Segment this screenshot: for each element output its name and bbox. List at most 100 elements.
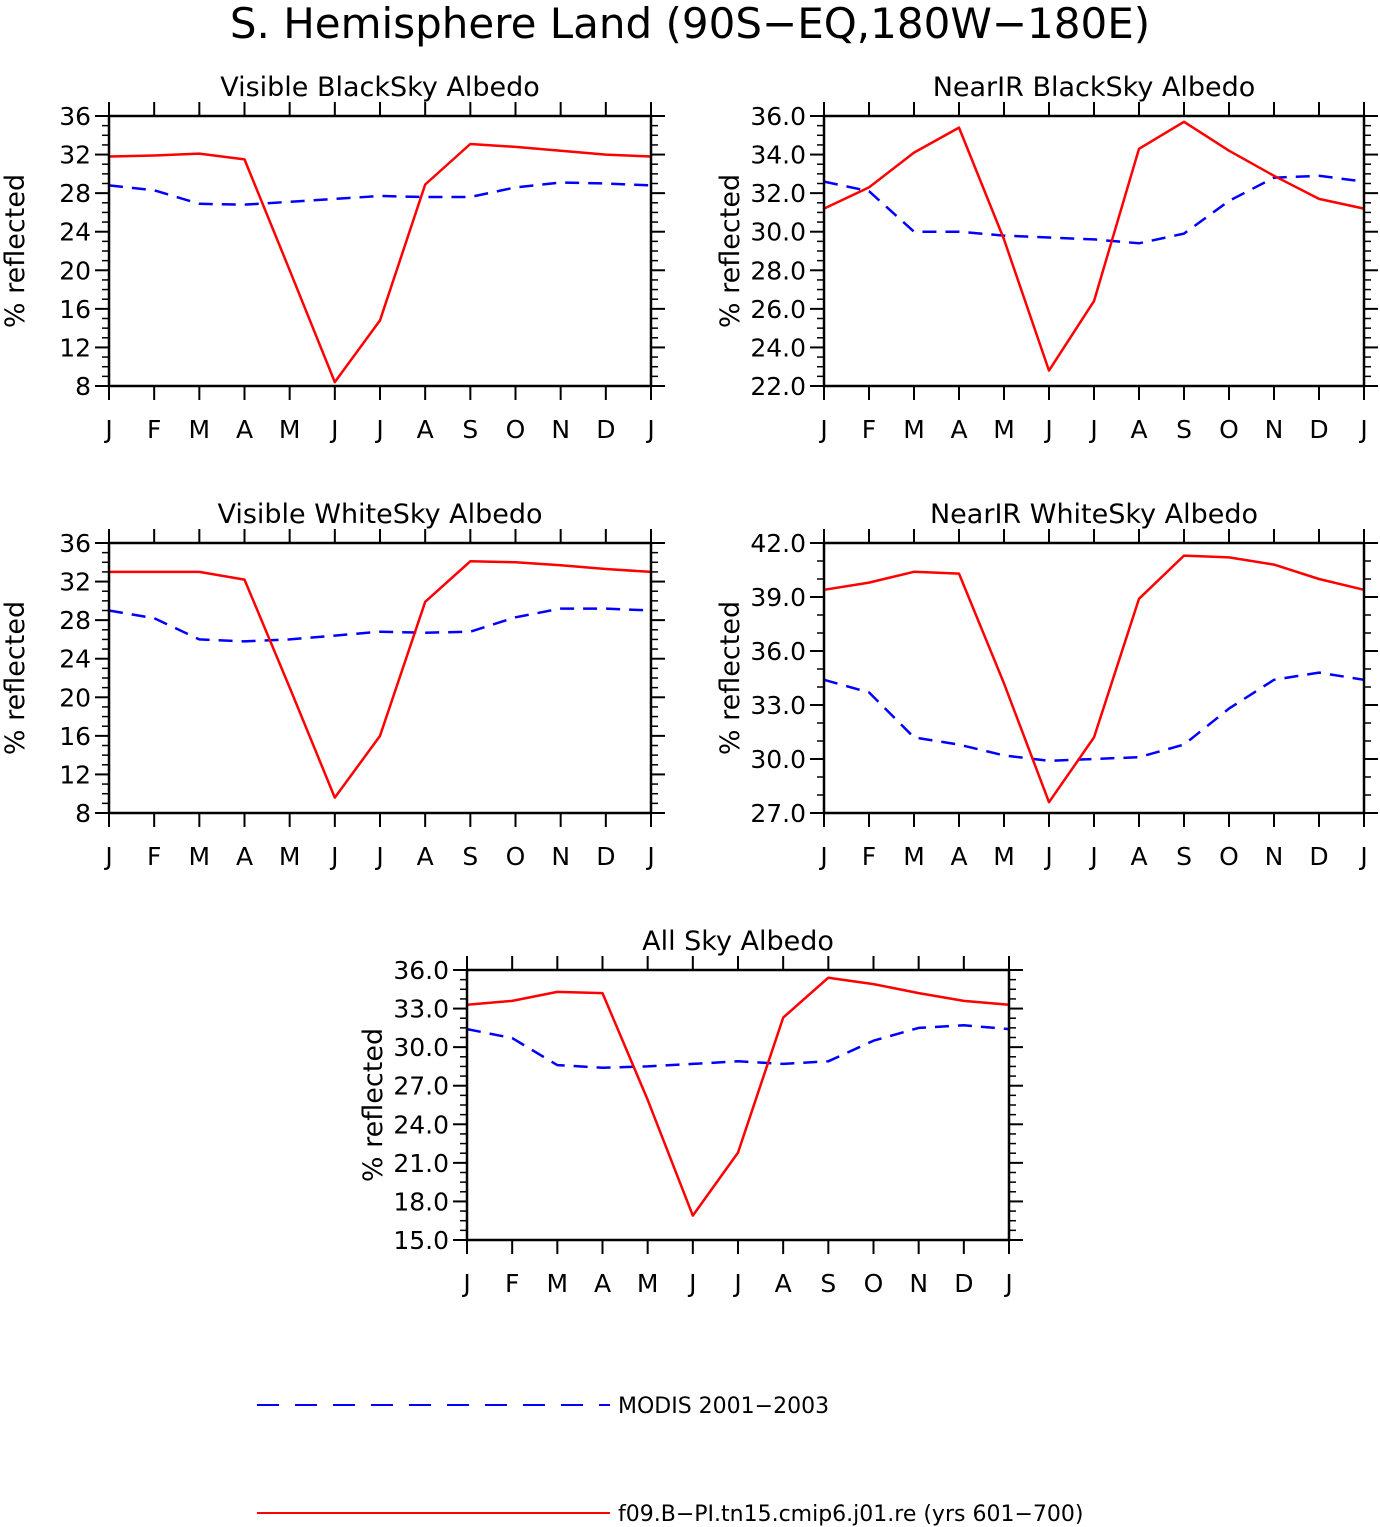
x-tick-label: O: [506, 415, 526, 444]
figure-title: S. Hemisphere Land (90S−EQ,180W−180E): [230, 0, 1150, 48]
x-tick-label: F: [505, 1269, 519, 1298]
x-tick-label: N: [1265, 842, 1284, 871]
x-tick-label: J: [1358, 415, 1367, 444]
x-tick-label: O: [1219, 415, 1239, 444]
y-tick-label: 27.0: [750, 799, 806, 828]
y-tick-label: 26.0: [750, 295, 806, 324]
x-tick-label: F: [862, 842, 876, 871]
y-tick-label: 33.0: [750, 691, 806, 720]
x-tick-label: S: [1176, 842, 1192, 871]
x-tick-label: A: [1130, 842, 1147, 871]
chart-title: All Sky Albedo: [642, 926, 834, 957]
legend-label-modis: MODIS 2001−2003: [618, 1394, 829, 1419]
x-tick-label: J: [374, 415, 383, 444]
x-tick-label: J: [645, 842, 654, 871]
series-line-modis: [108, 181, 652, 206]
x-tick-label: A: [594, 1269, 611, 1298]
y-tick-label: 30.0: [750, 218, 806, 247]
x-tick-label: F: [862, 415, 876, 444]
chart-title: NearIR BlackSky Albedo: [933, 72, 1256, 103]
y-tick-label: 24.0: [393, 1110, 449, 1139]
x-tick-label: M: [903, 415, 925, 444]
x-tick-label: M: [993, 842, 1015, 871]
chart-title: NearIR WhiteSky Albedo: [930, 499, 1258, 530]
y-tick-label: 34.0: [750, 141, 806, 170]
x-tick-label: D: [596, 842, 615, 871]
y-tick-label: 30.0: [750, 745, 806, 774]
y-tick-label: 12: [59, 760, 91, 789]
y-tick-label: 36: [59, 529, 91, 558]
y-tick-label: 22.0: [750, 372, 806, 401]
series-line-model: [823, 120, 1365, 372]
plot-frame: [822, 114, 1366, 388]
x-tick-label: A: [417, 842, 434, 871]
series-line-modis: [466, 1024, 1010, 1069]
x-tick-label: D: [596, 415, 615, 444]
y-tick-label: 36.0: [750, 637, 806, 666]
y-tick-label: 30.0: [393, 1033, 449, 1062]
x-tick-label: J: [329, 415, 338, 444]
x-tick-label: J: [818, 842, 827, 871]
x-tick-label: O: [506, 842, 526, 871]
y-tick-label: 27.0: [393, 1072, 449, 1101]
x-tick-label: A: [1130, 415, 1147, 444]
x-tick-label: N: [909, 1269, 928, 1298]
y-tick-label: 8: [75, 799, 91, 828]
y-axis-label: % reflected: [358, 1028, 389, 1182]
x-tick-label: J: [1358, 842, 1367, 871]
x-tick-label: M: [189, 842, 211, 871]
x-tick-label: J: [329, 842, 338, 871]
x-tick-label: A: [417, 415, 434, 444]
x-tick-label: J: [818, 415, 827, 444]
series-line-modis: [823, 174, 1365, 245]
x-tick-label: M: [993, 415, 1015, 444]
y-tick-label: 24.0: [750, 333, 806, 362]
x-tick-label: A: [236, 842, 253, 871]
y-tick-label: 28: [59, 179, 91, 208]
x-tick-label: A: [950, 415, 967, 444]
y-tick-label: 36: [59, 102, 91, 131]
x-tick-label: S: [462, 842, 478, 871]
y-tick-label: 21.0: [393, 1149, 449, 1178]
x-tick-label: J: [461, 1269, 470, 1298]
y-tick-label: 32: [59, 568, 91, 597]
x-tick-label: N: [551, 415, 570, 444]
x-tick-label: M: [279, 415, 301, 444]
x-tick-label: M: [547, 1269, 569, 1298]
x-tick-label: D: [1309, 842, 1328, 871]
y-tick-label: 18.0: [393, 1187, 449, 1216]
plot-frame: [107, 114, 653, 388]
y-tick-label: 28: [59, 606, 91, 635]
x-tick-label: S: [1176, 415, 1192, 444]
x-tick-label: A: [950, 842, 967, 871]
x-tick-label: N: [551, 842, 570, 871]
x-tick-label: J: [645, 415, 654, 444]
x-tick-label: D: [954, 1269, 973, 1298]
legend-label-model: f09.B−PI.tn15.cmip6.j01.re (yrs 601−700): [618, 1502, 1083, 1527]
x-tick-label: M: [903, 842, 925, 871]
x-tick-label: J: [732, 1269, 741, 1298]
y-tick-label: 16: [59, 295, 91, 324]
y-tick-label: 20: [59, 256, 91, 285]
x-tick-label: S: [820, 1269, 836, 1298]
y-tick-label: 36.0: [393, 956, 449, 985]
x-tick-label: D: [1309, 415, 1328, 444]
x-tick-label: M: [637, 1269, 659, 1298]
y-tick-label: 28.0: [750, 256, 806, 285]
y-tick-label: 39.0: [750, 583, 806, 612]
x-tick-label: J: [1043, 842, 1052, 871]
series-line-modis: [108, 607, 652, 643]
x-tick-label: O: [864, 1269, 884, 1298]
x-tick-label: S: [462, 415, 478, 444]
x-tick-label: J: [103, 842, 112, 871]
x-tick-label: J: [1043, 415, 1052, 444]
x-tick-label: J: [687, 1269, 696, 1298]
chart-title: Visible WhiteSky Albedo: [217, 499, 542, 530]
x-tick-label: F: [147, 415, 161, 444]
x-tick-label: F: [147, 842, 161, 871]
